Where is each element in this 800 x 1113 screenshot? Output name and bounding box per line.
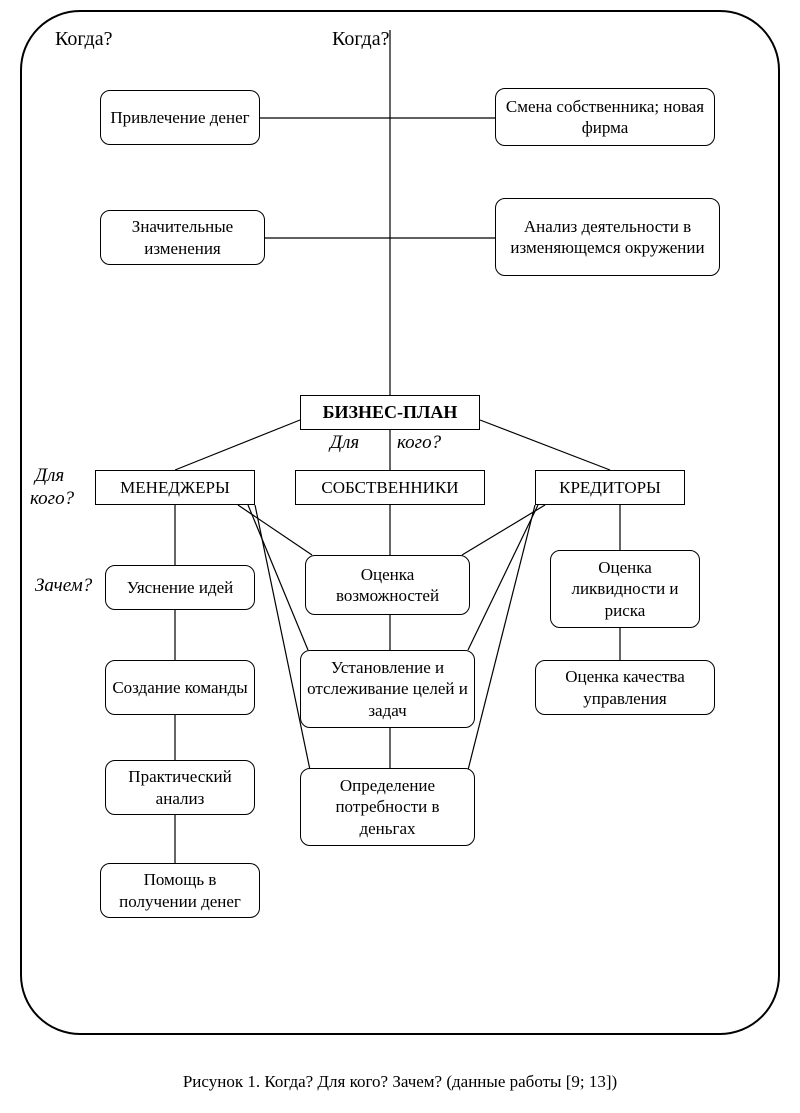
node-goals: Установление и отслеживание целей и зада… — [300, 650, 475, 728]
label-why-left: Зачем? — [35, 575, 92, 597]
label-forwhom-center-r: кого? — [397, 432, 441, 454]
node-attract-money: Привлечение денег — [100, 90, 260, 145]
node-liquidity: Оценка ликвидности и риска — [550, 550, 700, 628]
node-team: Создание команды — [105, 660, 255, 715]
node-opportunities: Оценка возможностей — [305, 555, 470, 615]
node-env-analysis: Анализ деятельности в изменяющемся окруж… — [495, 198, 720, 276]
node-managers: МЕНЕДЖЕРЫ — [95, 470, 255, 505]
label-when-left: Когда? — [55, 28, 112, 51]
node-ideas: Уяснение идей — [105, 565, 255, 610]
node-money-need: Определение потребности в деньгах — [300, 768, 475, 846]
node-owner-change: Смена собственника; новая фирма — [495, 88, 715, 146]
figure-caption: Рисунок 1. Когда? Для кого? Зачем? (данн… — [0, 1072, 800, 1092]
label-forwhom-center-l: Для — [330, 432, 359, 454]
node-creditors: КРЕДИТОРЫ — [535, 470, 685, 505]
label-when-right: Когда? — [332, 28, 389, 51]
node-help-money: Помощь в получении денег — [100, 863, 260, 918]
node-signif-changes: Значительные изменения — [100, 210, 265, 265]
label-forwhom-left2: кого? — [30, 488, 74, 510]
node-business-plan: БИЗНЕС-ПЛАН — [300, 395, 480, 430]
node-practical: Практический анализ — [105, 760, 255, 815]
node-owners: СОБСТВЕННИКИ — [295, 470, 485, 505]
label-forwhom-left1: Для — [35, 465, 64, 487]
node-quality: Оценка качества управления — [535, 660, 715, 715]
